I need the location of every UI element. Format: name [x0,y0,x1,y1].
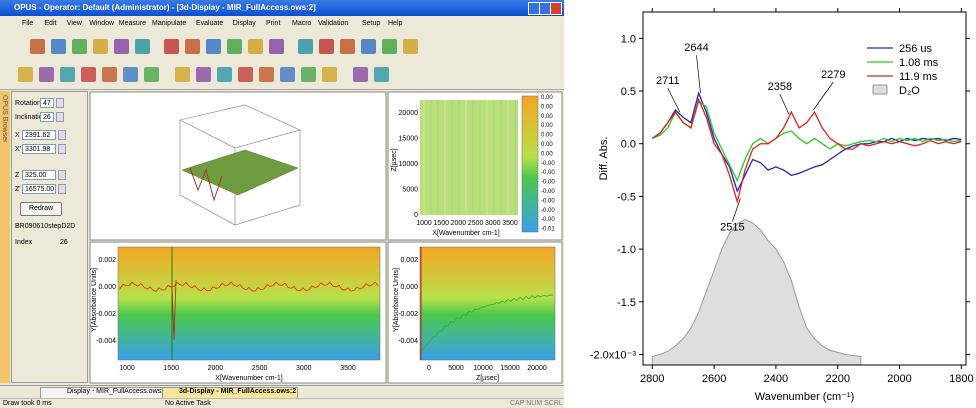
x-tick-label: 2500 [468,220,484,227]
colorbar-label: 0.00 [541,151,553,157]
x-axis-label: Z[µsec] [476,375,499,382]
y-tick-label: 0.000 [400,284,418,291]
x-tick-label: 0 [427,365,431,372]
y-tick-label: -0.004 [96,338,116,345]
y-tick-label: 15000 [399,136,419,143]
y-axis-label: Diff. Abs. [598,137,610,181]
legend-label: 256 us [899,43,933,55]
legend-swatch [873,85,887,94]
annotation-leader [696,55,700,93]
x-tick-label: 2500 [252,365,268,372]
y-tick-label: 0.0 [621,139,636,151]
x-tick-label: 2600 [702,373,726,385]
annotation-leader [780,94,789,114]
y-tick-label: 0.002 [400,257,418,264]
x-tick-label: 3000 [485,220,501,227]
x-axis-label: X[Wavenumber cm-1] [432,230,499,237]
x-tick-label: 3000 [296,365,312,372]
plot-area [118,247,380,360]
x-tick-label: 1500 [433,220,449,227]
opus-window: OPUS - Operator: Default (Administrator)… [0,0,564,408]
y-tick-label: 0.5 [621,86,636,98]
page: OPUS - Operator: Default (Administrator)… [0,0,976,408]
x-axis-label: Wavenumber (cm⁻¹) [755,391,855,403]
annotation-leader [813,82,833,110]
x-tick-label: 2000 [887,373,911,385]
x-tick-label: 1000 [119,365,135,372]
x-tick-label: 3500 [502,220,518,227]
annotation-leader [668,88,680,112]
x-tick-label: 20000 [527,365,547,372]
y-tick-label: 5000 [402,187,418,194]
plot-area [420,247,555,360]
line [652,93,961,191]
x-tick-label: 3500 [340,365,356,372]
legend-label: D₂O [899,85,920,97]
status-text: Draw took 0 ms [3,400,52,407]
colorbar-label: -0.00 [541,189,555,195]
colorbar-label: -0.00 [541,217,555,223]
status-bar: Draw took 0 ms No Active Task CAP NUM SCRL [0,398,564,408]
x-tick-label: 2200 [825,373,849,385]
status-text: No Active Task [165,400,211,407]
x-tick-label: 1800 [949,373,973,385]
y-tick-label: 1.0 [621,33,636,45]
y-tick-label: 20000 [399,110,419,117]
colorbar-label: 0.00 [541,133,553,139]
colorbar-label: 0.00 [541,104,553,110]
annotation: 2644 [684,42,708,54]
annotation: 2358 [768,81,792,93]
x-tick-label: 2000 [208,365,224,372]
x-tick-label: 2400 [764,373,788,385]
x-tick-label: 1500 [163,365,179,372]
tab-bar: Display - MIR_FullAccess.ows:13d-Display… [0,385,564,398]
x-axis-label: X[Wavenumber cm-1] [215,375,282,382]
x-tick-label: 2800 [640,373,664,385]
annotation: 2515 [720,222,744,234]
chart: 1.0 0.5 0.0 -0.5 -1.0 -1.5 -2.0x10⁻³ 2800 2600 24… [575,0,976,408]
annotation-leader [732,199,740,222]
colorbar-label: 0.00 [541,95,553,101]
y-tick-label: -0.002 [398,311,418,318]
legend-label: 1.08 ms [899,57,939,69]
colorbar-label: -0.00 [541,180,555,186]
y-tick-label: -1.0 [617,244,636,256]
colorbar [522,96,538,232]
colorbar-label: -0.00 [541,170,555,176]
y-tick-label: -0.004 [398,338,418,345]
colorbar-label: -0.01 [541,227,555,233]
y-tick-label: -1.5 [617,297,636,309]
x-tick-label: 2000 [451,220,467,227]
legend-label: 11.9 ms [899,71,938,83]
colorbar-label: -0.00 [541,208,555,214]
plot-panels: 0.00 0.00 0.00 0.00 0.00 0.00 0.00 -0.00 -0.00 -0… [0,0,564,408]
x-tick-label: 15000 [500,365,520,372]
y-axis-label: Z[µsec] [391,148,398,171]
colorbar-label: 0.00 [541,142,553,148]
annotation: 2711 [656,75,680,87]
x-tick-label: 10000 [473,365,493,372]
colorbar-label: 0.00 [541,114,553,120]
colorbar-label: 0.00 [541,123,553,129]
y-tick-label: -0.002 [96,311,116,318]
area [652,220,861,365]
y-tick-label: -2.0x10⁻³ [590,349,636,361]
y-axis-label: Y[Absorbance Units] [91,268,98,332]
annotation: 2279 [821,69,845,81]
y-tick-label: 10000 [399,161,419,168]
colorbar-label: -0.00 [541,161,555,167]
y-tick-label: -0.5 [617,191,636,203]
colorbar-label: -0.00 [541,198,555,204]
y-tick-label: 0.002 [98,257,116,264]
status-text: CAP NUM SCRL [510,400,563,407]
x-tick-label: 5000 [448,365,464,372]
x-tick-label: 1000 [416,220,432,227]
y-tick-label: 0 [414,212,418,219]
heatmap [420,100,518,215]
y-axis-label: Y[Absorbance Units] [393,268,400,332]
y-tick-label: 0.000 [98,284,116,291]
line [652,99,961,201]
